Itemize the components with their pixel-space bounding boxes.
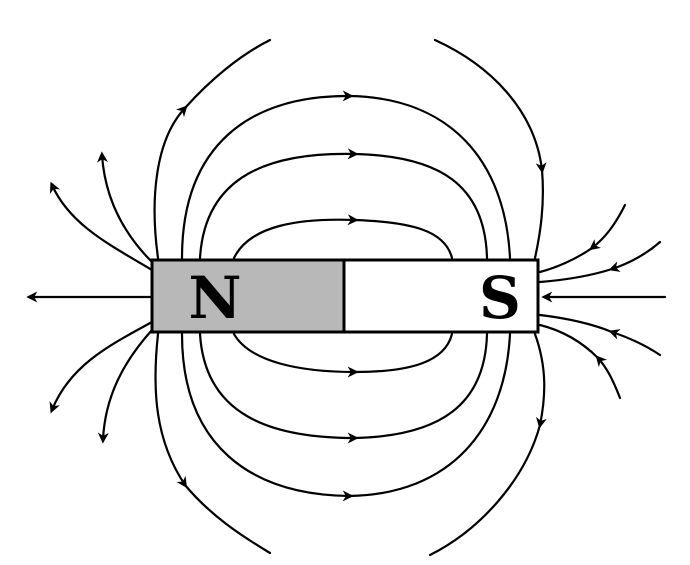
field-line-outer-bottom-left-a — [154, 332, 188, 489]
field-line-top-3-a — [180, 90, 354, 260]
field-line-south-down-1-a — [608, 329, 662, 357]
field-line-outer-bottom-left-b — [183, 483, 272, 555]
magnet-south-pole — [342, 258, 540, 334]
field-line-south-down-2-a — [595, 355, 622, 400]
field-line-outer-top-left-b — [183, 38, 272, 110]
field-line-south-up-1-a — [589, 203, 627, 251]
field-line-south-up-2-a — [608, 240, 662, 272]
field-line-top-3-b — [348, 94, 512, 260]
field-line-top-2-b — [353, 152, 489, 260]
south-pole-label: S — [479, 264, 521, 332]
field-line-top-1-a — [232, 214, 359, 260]
bar-magnet: N S — [150, 258, 540, 334]
field-line-north-up-2 — [97, 151, 154, 264]
field-line-north-down-1 — [49, 320, 154, 414]
field-line-bottom-2-b — [353, 332, 489, 440]
field-line-bottom-1-b — [353, 332, 454, 374]
field-line-bottom-2-a — [198, 332, 359, 444]
field-line-south-down-1-b — [538, 313, 614, 334]
field-line-south-up-1-b — [538, 246, 594, 274]
field-line-outer-top-right-b — [533, 168, 545, 260]
field-line-outer-top-right-a — [433, 38, 547, 174]
field-line-south-down-2-b — [538, 323, 600, 360]
field-line-top-1-b — [353, 218, 454, 260]
north-pole-label: N — [188, 264, 241, 332]
field-line-outer-bottom-right-b — [428, 423, 542, 557]
field-line-outer-bottom-right-a — [533, 332, 547, 429]
field-line-bottom-3-a — [180, 332, 354, 502]
field-line-top-2-a — [198, 148, 359, 260]
field-line-south-up-2-b — [538, 267, 614, 284]
field-line-outer-top-left-a — [153, 105, 188, 260]
magnet-north-pole — [150, 258, 346, 334]
field-line-bottom-1-a — [232, 332, 359, 378]
field-line-bottom-3-b — [348, 332, 512, 498]
field-line-north-down-2 — [97, 328, 154, 444]
field-line-north-up-1 — [49, 181, 154, 272]
